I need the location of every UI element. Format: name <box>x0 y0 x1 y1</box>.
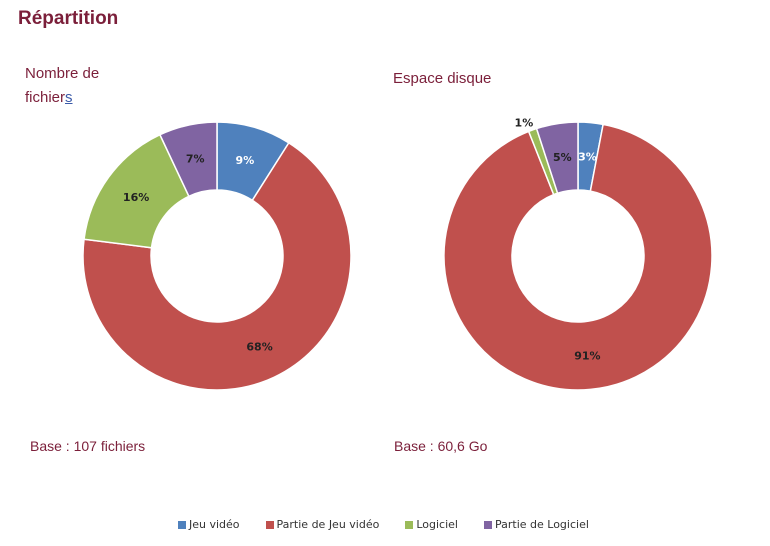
data-label-logiciel: 1% <box>515 116 534 129</box>
data-label-logiciel: 16% <box>123 191 149 204</box>
data-label-partie-jeu-video: 91% <box>574 350 600 363</box>
donut-slice-partie-logiciel <box>158 121 218 198</box>
chart-title-files-tail: s <box>65 89 73 106</box>
base-note-disk: Base : 60,6 Go <box>394 438 488 454</box>
donut-chart-files: 9% 68% 16% 7% <box>82 121 352 391</box>
legend-label: Logiciel <box>416 518 458 531</box>
legend-label: Partie de Logiciel <box>494 518 589 531</box>
legend-item-partie-jeu-video: Partie de Jeu vidéo <box>265 518 380 531</box>
legend-label: Jeu vidéo <box>189 518 240 531</box>
legend-swatch <box>483 520 492 529</box>
data-label-partie-logiciel: 5% <box>553 151 572 164</box>
legend-swatch <box>405 520 414 529</box>
legend-item-partie-logiciel: Partie de Logiciel <box>483 518 589 531</box>
data-label-partie-jeu-video: 68% <box>246 340 272 353</box>
chart-title-files-line1: Nombre de <box>25 65 100 82</box>
legend-swatch <box>265 520 274 529</box>
donut-slice-partie-logiciel <box>535 121 579 195</box>
legend-label: Partie de Jeu vidéo <box>276 518 380 531</box>
donut-chart-disk: 3% 91% 1% 5% <box>443 116 713 391</box>
donut-slice-partie-jeu-video <box>82 141 352 391</box>
donut-slice-partie-jeu-video <box>443 123 713 391</box>
base-note-files: Base : 107 fichiers <box>30 438 146 454</box>
chart-legend: Jeu vidéo Partie de Jeu vidéo Logiciel P… <box>178 518 589 531</box>
data-label-jeu-video: 3% <box>578 150 597 163</box>
legend-item-logiciel: Logiciel <box>405 518 458 531</box>
chart-title-files-line2: fichier <box>25 89 66 106</box>
data-label-partie-logiciel: 7% <box>186 152 205 165</box>
data-label-jeu-video: 9% <box>236 154 255 167</box>
legend-item-jeu-video: Jeu vidéo <box>178 518 240 531</box>
page-title: Répartition <box>18 8 119 29</box>
chart-title-disk: Espace disque <box>393 70 492 87</box>
legend-swatch <box>178 520 186 529</box>
chart-title-files: Nombre de fichiers <box>25 62 99 110</box>
